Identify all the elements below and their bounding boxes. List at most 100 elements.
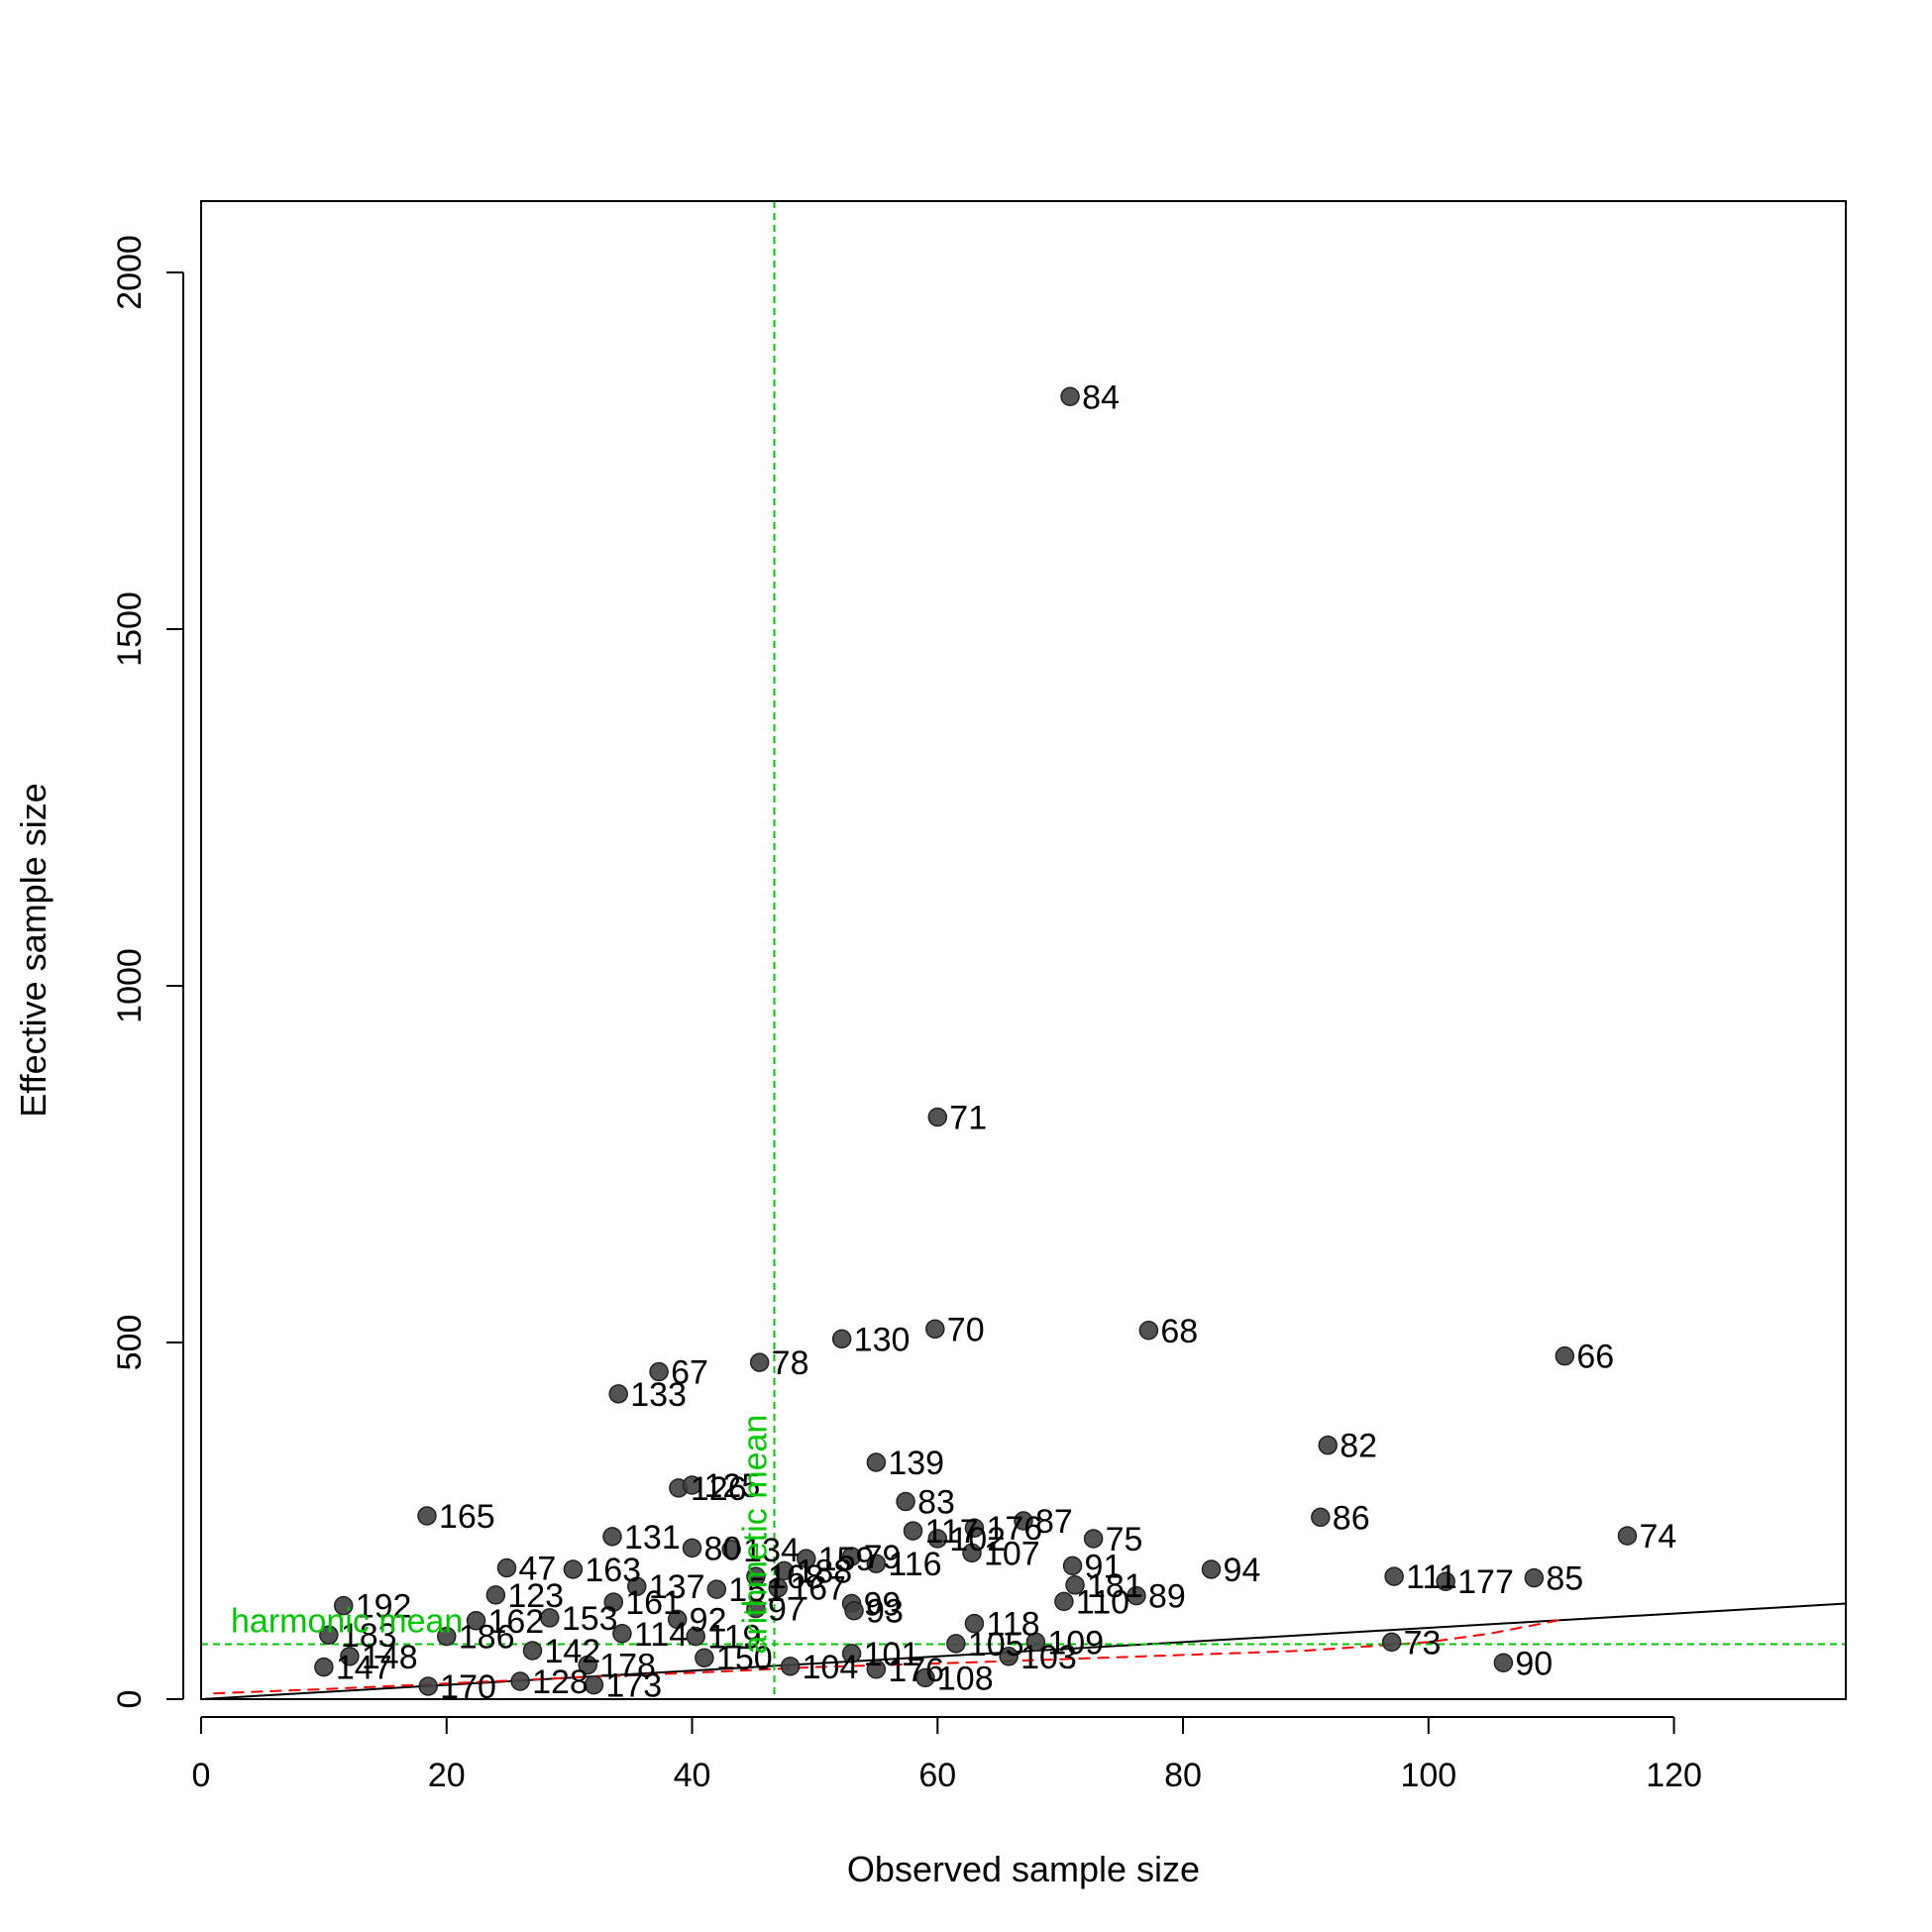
point-label: 123 xyxy=(507,1577,564,1615)
plot-frame xyxy=(200,200,1847,1700)
point-label: 137 xyxy=(649,1568,705,1606)
data-point xyxy=(915,1667,935,1688)
point-label: 165 xyxy=(439,1498,495,1536)
point-label: 161 xyxy=(625,1584,682,1622)
reference-line xyxy=(201,1602,1846,1699)
data-point xyxy=(896,1491,915,1512)
data-point xyxy=(1493,1653,1514,1673)
point-label: 133 xyxy=(630,1376,687,1414)
point-label: 89 xyxy=(1148,1578,1186,1616)
point-label: 110 xyxy=(1076,1583,1129,1621)
point-label: 104 xyxy=(803,1649,859,1686)
data-point xyxy=(563,1559,584,1579)
x-tick-label: 60 xyxy=(918,1757,956,1794)
point-label: 177 xyxy=(1457,1563,1514,1601)
data-point xyxy=(721,1540,741,1559)
data-point xyxy=(927,1107,948,1127)
data-point xyxy=(780,1657,801,1676)
point-label: 103 xyxy=(1020,1639,1077,1676)
data-point xyxy=(522,1641,543,1661)
data-point xyxy=(578,1655,597,1675)
point-label: 176 xyxy=(986,1510,1042,1548)
point-label: 162 xyxy=(487,1603,544,1641)
x-tick-label: 120 xyxy=(1646,1757,1702,1794)
point-label: 84 xyxy=(1082,378,1120,416)
point-label: 117 xyxy=(925,1513,979,1551)
point-label: 109 xyxy=(1047,1624,1104,1662)
point-label: 134 xyxy=(743,1532,800,1569)
data-point xyxy=(1014,1511,1033,1531)
data-point xyxy=(314,1657,334,1677)
data-point xyxy=(612,1624,632,1644)
data-point xyxy=(682,1538,702,1558)
data-point xyxy=(602,1527,622,1547)
point-label: 148 xyxy=(362,1639,418,1676)
data-point xyxy=(962,1543,982,1563)
point-label: 181 xyxy=(1087,1567,1143,1605)
data-point xyxy=(964,1518,985,1538)
data-point xyxy=(1054,1591,1074,1612)
data-point xyxy=(496,1557,517,1578)
point-label: 86 xyxy=(1333,1499,1370,1537)
data-point xyxy=(746,1598,766,1619)
x-tick-label: 80 xyxy=(1164,1757,1202,1794)
point-label: 71 xyxy=(949,1099,987,1136)
data-point xyxy=(319,1625,339,1645)
data-point xyxy=(841,1547,862,1566)
data-point xyxy=(540,1608,560,1628)
point-label: 131 xyxy=(624,1519,681,1556)
point-label: 147 xyxy=(336,1650,392,1687)
point-label: 93 xyxy=(866,1593,904,1631)
data-point xyxy=(1318,1435,1338,1455)
data-point xyxy=(466,1611,486,1631)
data-point xyxy=(417,1506,437,1526)
data-point xyxy=(1083,1529,1104,1549)
point-label: 168 xyxy=(768,1558,824,1596)
point-label: 92 xyxy=(690,1601,727,1639)
data-point xyxy=(831,1329,852,1349)
data-point xyxy=(964,1613,985,1634)
plot-content xyxy=(201,201,1846,1699)
data-point xyxy=(1617,1526,1638,1546)
point-label: 83 xyxy=(917,1484,955,1522)
data-point xyxy=(844,1600,864,1621)
data-point xyxy=(1201,1559,1222,1579)
y-tick-label: 1000 xyxy=(111,948,149,1023)
point-label: 119 xyxy=(707,1619,761,1657)
harmonic-mean-label: harmonic mean xyxy=(231,1603,463,1641)
point-label: 78 xyxy=(772,1344,809,1382)
data-point xyxy=(682,1475,702,1495)
data-point xyxy=(485,1585,506,1605)
data-point xyxy=(1062,1556,1083,1576)
data-point xyxy=(1555,1345,1575,1366)
x-tick-label: 100 xyxy=(1400,1757,1456,1794)
point-label: 80 xyxy=(704,1530,742,1567)
point-label: 170 xyxy=(440,1668,496,1706)
data-point xyxy=(340,1647,360,1666)
point-label: 94 xyxy=(1224,1552,1261,1589)
x-tick-label: 40 xyxy=(674,1757,711,1794)
point-label: 66 xyxy=(1576,1339,1614,1376)
point-label: 105 xyxy=(968,1626,1024,1664)
point-label: 118 xyxy=(986,1606,1039,1644)
data-point xyxy=(774,1560,795,1581)
data-point xyxy=(608,1384,628,1404)
point-label: 111 xyxy=(1406,1558,1457,1596)
data-point xyxy=(841,1644,862,1664)
point-label: 91 xyxy=(1085,1548,1123,1585)
point-label: 128 xyxy=(532,1664,589,1701)
point-label: 176 xyxy=(888,1652,944,1689)
point-label: 90 xyxy=(1515,1645,1553,1682)
point-label: 102 xyxy=(949,1521,1006,1558)
data-point xyxy=(1138,1321,1159,1341)
point-label: 97 xyxy=(768,1591,805,1629)
point-label: 186 xyxy=(459,1619,515,1657)
point-label: 159 xyxy=(818,1541,875,1578)
data-point xyxy=(603,1592,623,1612)
point-label: 101 xyxy=(864,1636,920,1673)
point-label: 75 xyxy=(1106,1521,1143,1558)
data-point xyxy=(418,1676,438,1696)
data-point xyxy=(437,1626,457,1647)
